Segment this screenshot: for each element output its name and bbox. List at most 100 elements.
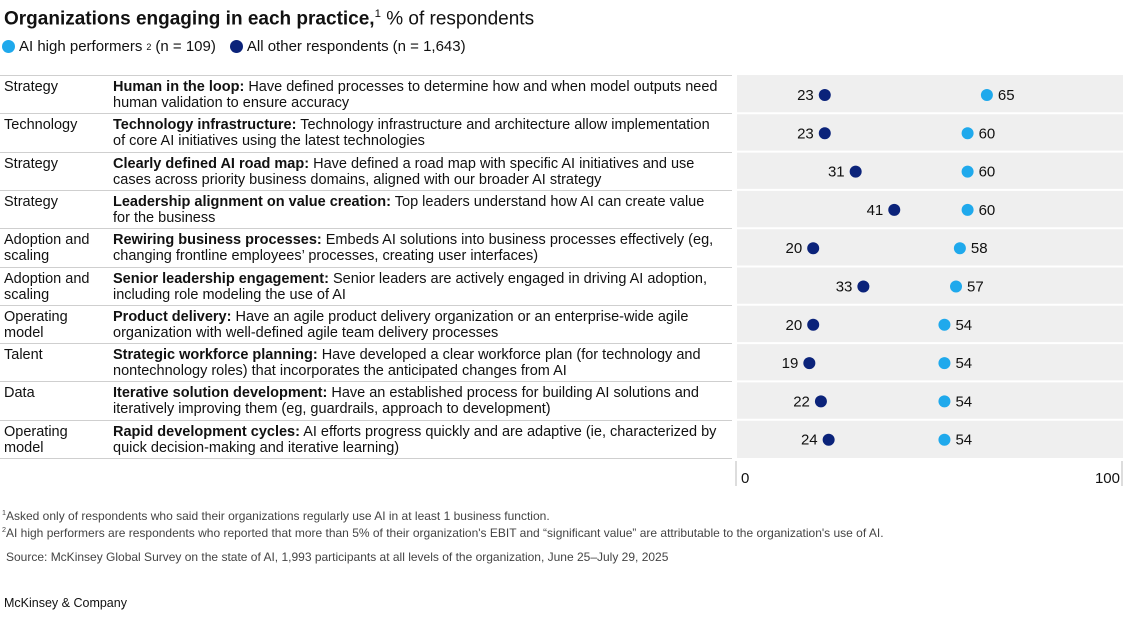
- table-bottom-rule: [0, 458, 732, 459]
- legend-item: All other respondents (n = 1,643): [229, 38, 466, 55]
- practice-description: Have an established process for building…: [113, 385, 699, 418]
- legend-label: All other respondents: [246, 38, 389, 55]
- legend-n: (n = 1,643): [392, 38, 466, 55]
- title-block: Organizations engaging in each practice,…: [4, 8, 534, 30]
- value-label: 58: [971, 240, 988, 257]
- practice-description: Have developed a clear workforce plan (f…: [113, 347, 701, 380]
- dot: [961, 165, 974, 178]
- value-label: 24: [801, 432, 818, 449]
- dot: [953, 242, 966, 255]
- practice: Leadership alignment on value creation: …: [113, 194, 721, 226]
- practice: Senior leadership engagement: Senior lea…: [113, 271, 721, 303]
- dot: [938, 433, 951, 446]
- footnote: 2AI high performers are respondents who …: [2, 525, 884, 540]
- area-label: Strategy: [4, 193, 58, 210]
- footnote-mark: 2: [2, 525, 6, 534]
- footnote: 1Asked only of respondents who said thei…: [2, 508, 884, 523]
- practice-description: Embeds AI solutions into business proces…: [113, 232, 714, 265]
- practice-name: Senior leadership engagement:: [113, 270, 329, 287]
- dot: [803, 357, 816, 370]
- table-row: Adoption and scaling Rewiring business pr…: [0, 228, 732, 267]
- legend-swatch: [229, 40, 243, 53]
- practice-name: Technology infrastructure:: [113, 117, 297, 134]
- value-label: 65: [998, 87, 1015, 104]
- table-row: Data Iterative solution development: Have…: [0, 381, 732, 420]
- value-label: 31: [828, 164, 845, 181]
- value-label: 20: [786, 240, 803, 257]
- dot: [950, 280, 963, 293]
- practice-name: Human in the loop:: [113, 79, 245, 95]
- value-label: 57: [967, 278, 984, 295]
- practice-description: Senior leaders are actively engaged in d…: [113, 270, 708, 303]
- dot: [822, 433, 835, 446]
- legend-label: AI high performers: [19, 38, 143, 55]
- table-row: Talent Strategic workforce planning: Have…: [0, 343, 732, 382]
- plot: 65 23 60 23 60 31 60 41 58 20 57 33 54 20 54 19 54 22 54 24…: [735, 75, 1123, 487]
- dot: [980, 89, 993, 101]
- practice: Iterative solution development: Have an …: [113, 385, 721, 417]
- dot: [814, 395, 827, 408]
- value-label: 22: [793, 393, 810, 410]
- value-label: 41: [867, 202, 884, 219]
- dot: [818, 127, 831, 140]
- practice-description: Have an agile product delivery organizat…: [113, 308, 689, 341]
- source: Source: McKinsey Global Survey on the st…: [6, 550, 669, 564]
- table-row: Strategy Clearly defined AI road map: Hav…: [0, 151, 732, 191]
- dot: [818, 89, 831, 101]
- legend: AI high performers 2 (n = 109) All other re…: [2, 38, 466, 55]
- area-label: Strategy: [4, 155, 58, 172]
- area-label: Talent: [4, 347, 43, 364]
- table-row: Operating model Product delivery: Have an…: [0, 304, 732, 344]
- dot: [857, 280, 870, 293]
- footnote-mark: 1: [374, 8, 381, 20]
- dot: [961, 127, 974, 140]
- practice: Strategic workforce planning: Have devel…: [113, 347, 721, 379]
- value-label: 60: [979, 125, 996, 142]
- area-label: Technology: [4, 117, 78, 134]
- value-label: 60: [979, 202, 996, 219]
- practice: Product delivery: Have an agile product …: [113, 309, 721, 341]
- value-label: 23: [797, 87, 814, 104]
- table-row: Adoption and scaling Senior leadership en…: [0, 266, 732, 306]
- dot: [938, 357, 951, 370]
- legend-n: (n = 109): [155, 38, 216, 55]
- area-label: Strategy: [4, 79, 58, 95]
- dot: [888, 203, 901, 216]
- practice: Rapid development cycles: AI efforts pro…: [113, 424, 721, 456]
- legend-swatch: [2, 40, 15, 53]
- practice-name: Product delivery:: [113, 308, 232, 325]
- practice-name: Rewiring business processes:: [113, 232, 322, 249]
- practice-name: Strategic workforce planning:: [113, 347, 318, 364]
- value-label: 23: [797, 125, 814, 142]
- x-tick-label: 100: [1095, 470, 1120, 487]
- area-label: Operating model: [4, 308, 68, 341]
- practice-description: Technology infrastructure and architectu…: [113, 117, 710, 150]
- practice: Human in the loop: Have defined processe…: [113, 79, 721, 111]
- table-row: Strategy Leadership alignment on value cr…: [0, 189, 732, 229]
- dot: [807, 242, 820, 255]
- legend-item: AI high performers 2 (n = 109): [2, 38, 216, 55]
- footnote-mark: 2: [146, 41, 152, 52]
- area-label: Operating model: [4, 423, 68, 456]
- practice-name: Iterative solution development:: [113, 385, 328, 402]
- area-label: Adoption and scaling: [4, 270, 90, 303]
- practice-description: AI efforts progress quickly and are adap…: [113, 423, 717, 456]
- practice: Clearly defined AI road map: Have define…: [113, 156, 721, 188]
- value-label: 19: [782, 355, 799, 372]
- dot: [807, 318, 820, 331]
- footnote-text: AI high performers are respondents who r…: [6, 526, 884, 540]
- footnote-text: Asked only of respondents who said their…: [6, 509, 550, 523]
- dot: [938, 395, 951, 408]
- area-label: Data: [4, 385, 35, 402]
- practice: Technology infrastructure: Technology in…: [113, 117, 721, 149]
- subtitle: % of respondents: [386, 8, 535, 30]
- table-row: Technology Technology infrastructure: Tec…: [0, 113, 732, 152]
- value-label: 54: [955, 317, 972, 334]
- practice-name: Leadership alignment on value creation:: [113, 193, 391, 210]
- dot: [961, 203, 974, 216]
- area-label: Adoption and scaling: [4, 232, 90, 265]
- value-label: 54: [955, 432, 972, 449]
- practice-name: Rapid development cycles:: [113, 423, 300, 440]
- footnote-mark: 1: [2, 508, 6, 517]
- dot: [849, 165, 862, 178]
